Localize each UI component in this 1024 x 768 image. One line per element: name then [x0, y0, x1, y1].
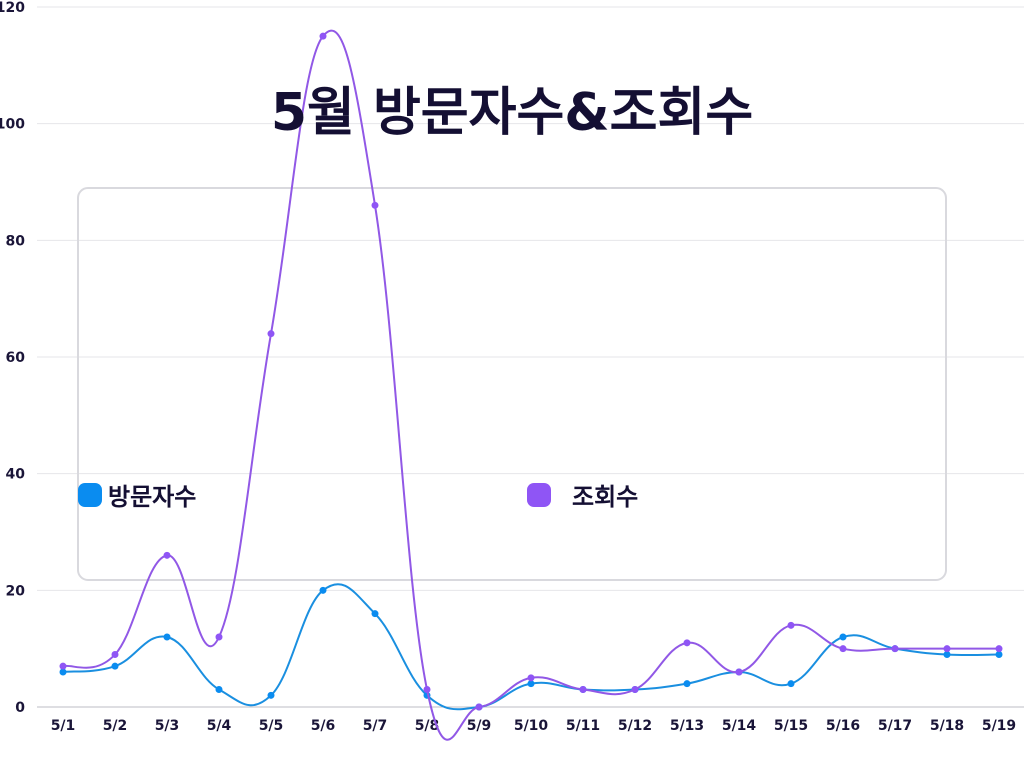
legend-swatch-views	[527, 483, 551, 507]
y-tick-label: 120	[0, 0, 25, 16]
data-point-visitors	[839, 633, 847, 641]
y-tick-label: 0	[15, 700, 25, 716]
series-views	[59, 29, 1003, 741]
data-point-views	[683, 639, 691, 647]
data-point-visitors	[319, 586, 327, 594]
data-point-views	[475, 703, 483, 711]
x-tick-label: 5/1	[51, 718, 76, 734]
data-point-views	[631, 686, 639, 693]
x-tick-label: 5/10	[514, 718, 549, 734]
legend: 방문자수 조회수	[78, 483, 638, 511]
data-point-views	[787, 621, 795, 629]
y-tick-label: 60	[6, 350, 26, 366]
data-point-views	[163, 551, 171, 559]
x-tick-label: 5/9	[467, 718, 492, 734]
series-visitors	[59, 583, 1003, 711]
data-point-views	[891, 645, 899, 653]
x-tick-label: 5/4	[207, 718, 232, 734]
x-tick-label: 5/15	[774, 718, 808, 734]
data-point-views	[111, 651, 119, 658]
y-axis-ticks: 0 20 40 60 80 100 120	[0, 0, 25, 716]
x-tick-label: 5/19	[982, 718, 1016, 734]
data-point-views	[735, 668, 743, 676]
data-point-views	[943, 645, 951, 653]
data-point-views	[371, 201, 379, 209]
x-tick-label: 5/3	[155, 718, 180, 734]
grid-lines	[37, 6, 1024, 591]
y-tick-label: 40	[6, 467, 26, 483]
x-tick-label: 5/5	[259, 718, 284, 734]
x-tick-label: 5/16	[826, 718, 860, 734]
series-line-visitors	[62, 583, 1000, 711]
data-point-views	[59, 662, 67, 670]
data-point-views	[839, 645, 847, 653]
data-point-visitors	[371, 610, 379, 618]
data-point-visitors	[527, 680, 535, 688]
chart-title: 5월 방문자수&조회수	[271, 83, 753, 143]
y-tick-label: 20	[6, 583, 26, 599]
legend-swatch-visitors	[78, 483, 102, 507]
data-point-visitors	[111, 662, 119, 670]
data-point-views	[579, 686, 587, 693]
x-tick-label: 5/18	[930, 718, 964, 734]
data-point-views	[995, 645, 1003, 653]
x-tick-label: 5/17	[878, 718, 912, 734]
legend-label-visitors: 방문자수	[108, 483, 196, 511]
x-tick-label: 5/13	[670, 718, 704, 734]
data-point-visitors	[59, 668, 67, 676]
data-point-visitors	[215, 686, 223, 693]
x-tick-label: 5/2	[103, 718, 128, 734]
data-point-visitors	[163, 633, 171, 641]
x-tick-label: 5/14	[722, 718, 757, 734]
data-point-views	[423, 686, 431, 693]
data-point-views	[267, 330, 275, 338]
y-tick-label: 100	[0, 117, 25, 133]
y-tick-label: 80	[6, 233, 26, 249]
data-point-visitors	[995, 651, 1003, 658]
x-tick-label: 5/6	[311, 718, 336, 734]
data-point-visitors	[787, 680, 795, 688]
x-tick-label: 5/11	[566, 718, 600, 734]
legend-box	[77, 187, 947, 581]
data-point-visitors	[267, 691, 275, 699]
x-axis-ticks: 5/1 5/2 5/3 5/4 5/5 5/6 5/7 5/8 5/9 5/10 5/11 5/12 5…	[51, 718, 1016, 734]
data-point-visitors	[683, 680, 691, 688]
x-tick-label: 5/8	[415, 718, 440, 734]
data-point-views	[319, 32, 327, 40]
data-point-views	[527, 674, 535, 682]
series-layer	[59, 29, 1003, 741]
data-point-visitors	[943, 651, 951, 658]
x-tick-label: 5/12	[618, 718, 652, 734]
legend-label-views: 조회수	[572, 483, 638, 511]
x-tick-label: 5/7	[363, 718, 388, 734]
data-point-views	[215, 633, 223, 641]
